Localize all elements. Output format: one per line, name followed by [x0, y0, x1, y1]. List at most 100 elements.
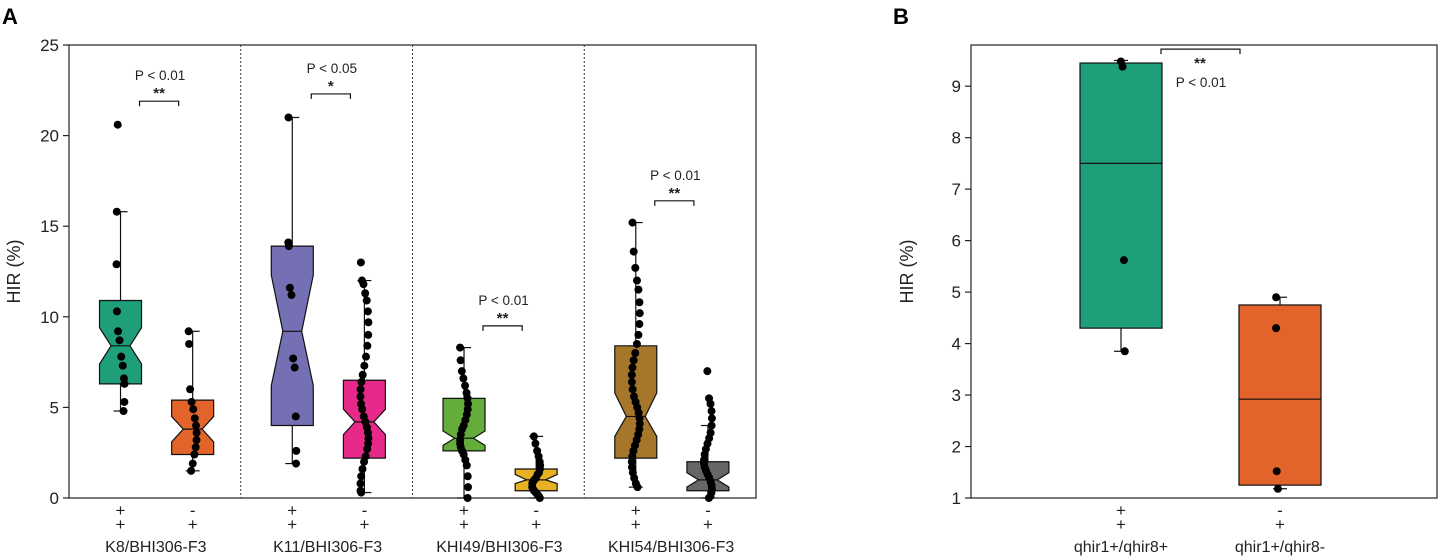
panel-a-group-0-box-2-genotype-1: + — [188, 515, 198, 534]
panel-b-ytick-label-7: 8 — [952, 129, 961, 148]
panel-a-group-2-box-1-genotype-1: + — [459, 515, 469, 534]
panel-a-group-2: P < 0.01**++-+KHI49/BHI306-F3 — [436, 293, 562, 556]
panel-b-ytick-label-0: 1 — [952, 489, 961, 508]
panel-a-group-3-box-1-point — [634, 330, 643, 339]
panel-a-group-2-box-2-genotype-1: + — [531, 515, 541, 534]
panel-a-group-1-box-2-point — [356, 392, 365, 401]
panel-a-group-1-box-2-point — [361, 352, 370, 361]
panel-a-group-3-label: KHI54/BHI306-F3 — [608, 539, 734, 556]
panel-a-group-3-box-1-point — [629, 356, 638, 365]
panel-a-group-1-box-2-point — [364, 330, 373, 339]
panel-b-box-1-genotype-1: + — [1116, 515, 1126, 534]
panel-a-group-2-box-2-point — [535, 494, 544, 502]
panel-b-ylabel: HIR (%) — [897, 240, 917, 304]
panel-a-group-3-box-2-point — [704, 494, 713, 502]
panel-b-frame — [970, 44, 1438, 499]
panel-a-group-1-box-2-point — [364, 318, 373, 327]
panel-b-significance-bracket — [1160, 48, 1241, 55]
panel-b-box-2-point — [1272, 293, 1281, 302]
panel-a-group-3-box-1-point — [631, 349, 640, 358]
panel-a-group-1-box-1-point — [290, 363, 299, 372]
panel-b-box-1-point — [1119, 256, 1128, 265]
panel-a-group-0-box-2-point — [187, 466, 196, 475]
panel-a-group-0-box-2-point — [191, 443, 200, 452]
panel-b-ytick-label-4: 5 — [952, 283, 961, 302]
panel-b-ytick-label-6: 7 — [952, 180, 961, 199]
panel-a-group-3-significance-p-value: P < 0.01 — [650, 168, 700, 183]
panel-a-group-1: P < 0.05*++-+K11/BHI306-F3 — [270, 61, 387, 556]
panel-a-group-2-box-1-point — [456, 356, 465, 365]
panel-a-group-3-box-1-point — [631, 263, 640, 272]
panel-a-group-3-box-1-point — [633, 483, 642, 492]
panel-a-group-1-box-1-point — [292, 459, 301, 468]
panel-a-group-0-box-1-point — [113, 120, 122, 129]
panel-b-box-2-point — [1272, 467, 1281, 476]
panel-a-group-1-box-2-point — [363, 341, 372, 350]
panel-a-group-0-box-2-genotype-0: - — [190, 501, 196, 520]
panel-a-group-2-box-2-genotype-0: - — [533, 501, 539, 520]
panel-a-group-2-label: KHI49/BHI306-F3 — [436, 539, 562, 556]
panel-a-group-0-significance-stars: ** — [153, 85, 165, 102]
panel-a-group-1-box-2-point — [357, 378, 366, 387]
panel-a-group-2-box-1-point — [461, 381, 470, 390]
panel-b-box-2-point — [1272, 324, 1281, 333]
panel-a-group-3-box-1-genotype-1: + — [631, 515, 641, 534]
panel-a-group-0-box-1-point — [114, 327, 123, 336]
panel-a-group-2-box-1-point — [463, 494, 472, 502]
panel-b-box-2-genotype-0: - — [1277, 501, 1283, 520]
panel-a-group-1-box-2-point — [356, 385, 365, 394]
panel-a-ytick-label-1: 5 — [50, 398, 59, 417]
panel-a-group-1-box-1-point — [287, 291, 296, 300]
panel-a-group-3-box-2-genotype-1: + — [703, 515, 713, 534]
panel-a-group-0-box-1-point — [115, 336, 124, 345]
panel-a-group-2-box-1-point — [456, 343, 465, 352]
panel-a-group-0-significance-p-value: P < 0.01 — [135, 68, 185, 83]
panel-a-ylabel: HIR (%) — [4, 240, 24, 304]
panel-a-group-0-box-1-point — [112, 207, 121, 216]
panel-a-group-1-box-2-point — [358, 405, 367, 414]
panel-b-box-2-genotype-1: + — [1275, 515, 1285, 534]
panel-a-ytick-label-2: 10 — [40, 308, 59, 327]
panel-a-group-1-label: K11/BHI306-F3 — [273, 539, 382, 556]
panel-a-group-0-box-2-point — [190, 414, 199, 423]
panel-a-group-0: P < 0.01**++-+K8/BHI306-F3 — [98, 68, 215, 556]
panel-a-group-2-box-1-genotype-0: + — [459, 501, 469, 520]
panel-a-ytick-label-5: 25 — [40, 36, 59, 55]
panel-a-group-1-box-1-point — [285, 283, 294, 292]
panel-a-group-1-box-2-point — [356, 479, 365, 488]
panel-a-group-0-box-1-genotype-0: + — [116, 501, 126, 520]
panel-b-box-1-point — [1120, 347, 1129, 356]
panel-a-group-0-box-2-point — [187, 397, 196, 406]
panel-b-ytick-label-8: 9 — [952, 77, 961, 96]
panel-a-group-3-box-1-point — [635, 320, 644, 329]
panel-a-group-3-box-1-point — [635, 298, 644, 307]
panel-a-group-1-box-2-point — [356, 258, 365, 267]
panel-a-group-1-box-1-point — [289, 354, 298, 363]
panel-a-group-1-box-1-point — [284, 242, 293, 251]
panel-a-group-1-box-1-box — [270, 245, 314, 427]
panel-a-group-3-significance-stars: ** — [668, 185, 680, 202]
panel-a-group-2-box-1-point — [459, 374, 468, 383]
panel-a-group-1-significance-stars: * — [328, 78, 334, 95]
panel-a-group-0-box-1-genotype-1: + — [116, 515, 126, 534]
panel-a-group-3-box-2-point — [703, 367, 712, 376]
panel-a-group-3-box-2-point — [706, 399, 715, 408]
panel-a-group-3-box-2-point — [707, 414, 716, 423]
panel-a-ytick-label-3: 15 — [40, 217, 59, 236]
panel-a-group-0-box-1-point — [112, 307, 121, 316]
panel-a-group-1-box-1-point — [292, 446, 301, 455]
panel-a-group-1-box-2-point — [363, 445, 372, 454]
panel-a-group-1-box-2-point — [362, 296, 371, 305]
panel-a-group-2-significance-bracket — [482, 325, 523, 331]
panel-a-group-3-box-1-point — [632, 276, 641, 285]
panel-a-group-1-significance-p-value: P < 0.05 — [307, 61, 357, 76]
panel-a-group-0-box-2-point — [185, 339, 194, 348]
panel-a-group-0-box-2-point — [189, 405, 198, 414]
panel-letter-a: A — [2, 4, 18, 29]
panel-a-group-1-box-2-point — [359, 280, 368, 289]
panel-a-group-1-box-2-point — [357, 488, 366, 497]
panel-a-group-3-box-2-point — [707, 407, 716, 416]
panel-b-ytick-label-3: 4 — [952, 335, 961, 354]
